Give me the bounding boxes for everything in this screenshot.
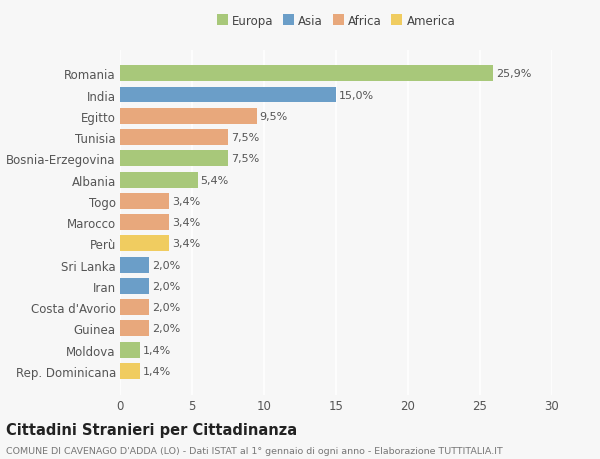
- Bar: [120, 193, 169, 209]
- Text: 3,4%: 3,4%: [172, 196, 200, 207]
- Bar: [120, 300, 149, 315]
- Text: 2,0%: 2,0%: [152, 324, 180, 334]
- Bar: [120, 130, 228, 146]
- Bar: [120, 66, 493, 82]
- Text: 1,4%: 1,4%: [143, 366, 171, 376]
- Text: Cittadini Stranieri per Cittadinanza: Cittadini Stranieri per Cittadinanza: [6, 422, 297, 437]
- Text: 3,4%: 3,4%: [172, 239, 200, 249]
- Text: 7,5%: 7,5%: [231, 133, 259, 143]
- Text: COMUNE DI CAVENAGO D'ADDA (LO) - Dati ISTAT al 1° gennaio di ogni anno - Elabora: COMUNE DI CAVENAGO D'ADDA (LO) - Dati IS…: [6, 447, 503, 455]
- Bar: [120, 215, 169, 230]
- Legend: Europa, Asia, Africa, America: Europa, Asia, Africa, America: [217, 15, 455, 28]
- Bar: [120, 151, 228, 167]
- Bar: [120, 278, 149, 294]
- Text: 5,4%: 5,4%: [200, 175, 229, 185]
- Bar: [120, 87, 336, 103]
- Text: 2,0%: 2,0%: [152, 260, 180, 270]
- Bar: [120, 321, 149, 336]
- Text: 25,9%: 25,9%: [496, 69, 531, 79]
- Bar: [120, 257, 149, 273]
- Bar: [120, 342, 140, 358]
- Bar: [120, 109, 257, 124]
- Text: 15,0%: 15,0%: [339, 90, 374, 101]
- Text: 2,0%: 2,0%: [152, 302, 180, 313]
- Bar: [120, 363, 140, 379]
- Bar: [120, 236, 169, 252]
- Text: 9,5%: 9,5%: [260, 112, 288, 122]
- Text: 3,4%: 3,4%: [172, 218, 200, 228]
- Bar: [120, 172, 198, 188]
- Text: 1,4%: 1,4%: [143, 345, 171, 355]
- Text: 2,0%: 2,0%: [152, 281, 180, 291]
- Text: 7,5%: 7,5%: [231, 154, 259, 164]
